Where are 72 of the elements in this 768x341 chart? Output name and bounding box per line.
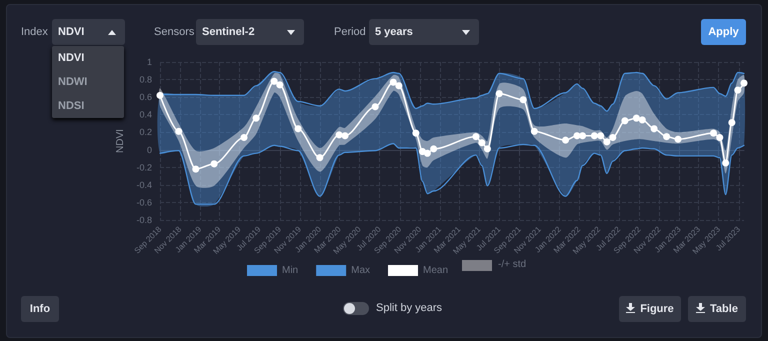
text: Table bbox=[688, 296, 746, 322]
y-axis-title: NDVI bbox=[115, 129, 126, 153]
point bbox=[716, 134, 724, 141]
legend-label: Mean bbox=[423, 265, 448, 276]
y-tick-label: 0.4 bbox=[139, 110, 152, 120]
point bbox=[276, 81, 284, 88]
point bbox=[478, 139, 486, 146]
point bbox=[609, 134, 616, 141]
point bbox=[710, 130, 717, 137]
point bbox=[210, 160, 218, 168]
text: Sensors bbox=[154, 26, 194, 38]
point bbox=[530, 128, 538, 135]
point bbox=[175, 128, 182, 135]
point bbox=[590, 132, 598, 140]
point bbox=[192, 166, 200, 173]
y-tick-label: 0.6 bbox=[139, 92, 152, 102]
text: -/+ std bbox=[498, 259, 526, 270]
point bbox=[734, 86, 742, 94]
point bbox=[156, 92, 164, 99]
point bbox=[728, 119, 736, 126]
y-tick-label: -0.8 bbox=[136, 215, 152, 225]
point bbox=[722, 159, 730, 166]
point bbox=[430, 145, 438, 152]
point bbox=[597, 132, 604, 140]
point bbox=[674, 136, 682, 143]
point bbox=[342, 132, 349, 140]
point bbox=[252, 114, 260, 122]
text: Sentinel-2 bbox=[196, 19, 304, 45]
point bbox=[663, 133, 670, 140]
point bbox=[632, 114, 640, 122]
text: Info bbox=[21, 296, 59, 322]
y-tick-label: -0.2 bbox=[136, 162, 152, 172]
point bbox=[412, 130, 420, 137]
point bbox=[270, 78, 278, 85]
point bbox=[240, 134, 248, 141]
point bbox=[603, 138, 610, 146]
point bbox=[638, 116, 646, 124]
point bbox=[336, 131, 343, 138]
text: Figure bbox=[619, 296, 681, 322]
y-tick-label: 1 bbox=[146, 57, 152, 67]
y-tick-label: -0.4 bbox=[136, 180, 152, 190]
line-series bbox=[159, 143, 745, 205]
point bbox=[484, 145, 491, 152]
point bbox=[390, 78, 397, 86]
legend-label: Min bbox=[282, 265, 298, 276]
text: 5 years bbox=[369, 19, 479, 45]
text: NDSI bbox=[57, 99, 86, 114]
point bbox=[650, 125, 658, 132]
point bbox=[395, 82, 402, 90]
text: NDWI bbox=[57, 75, 88, 90]
point bbox=[472, 133, 480, 140]
point bbox=[740, 80, 748, 87]
text: NDVI bbox=[52, 19, 125, 45]
legend-label: Max bbox=[351, 265, 370, 276]
point bbox=[294, 125, 302, 132]
y-tick-label: 0 bbox=[146, 144, 152, 155]
y-tick-label: 0.8 bbox=[139, 74, 152, 85]
text: Period bbox=[334, 26, 366, 38]
point bbox=[372, 103, 379, 110]
point bbox=[316, 154, 324, 162]
point bbox=[562, 136, 570, 144]
y-tick-label: -0.6 bbox=[136, 197, 152, 208]
text: Apply bbox=[701, 19, 746, 45]
y-tick-label: 0.2 bbox=[139, 127, 152, 138]
point bbox=[424, 150, 431, 157]
point bbox=[621, 117, 628, 124]
point bbox=[496, 90, 503, 98]
text: Index bbox=[21, 26, 48, 38]
text: Split by years bbox=[376, 302, 442, 314]
point bbox=[520, 96, 527, 104]
point bbox=[579, 132, 586, 140]
text: NDVI bbox=[57, 51, 86, 66]
